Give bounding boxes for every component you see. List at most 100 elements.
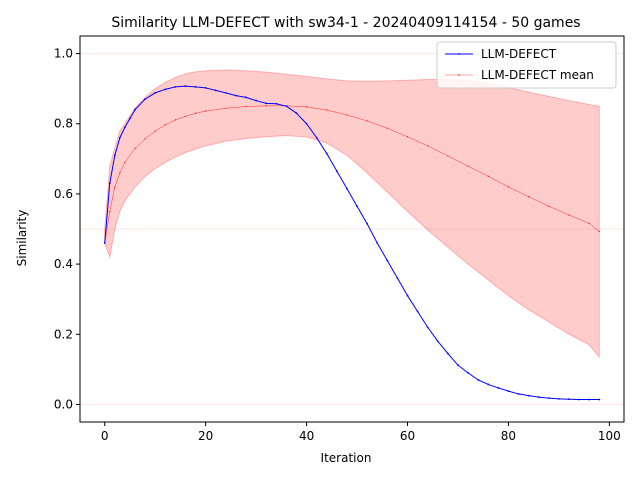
data-point-llm-defect bbox=[113, 154, 116, 157]
data-point-llm-defect bbox=[436, 340, 439, 343]
data-point-llm-defect bbox=[487, 383, 490, 386]
legend-label-llm-defect-mean: LLM-DEFECT mean bbox=[481, 68, 594, 82]
legend-marker-llm-defect-mean bbox=[458, 74, 460, 76]
data-point-llm-defect-mean bbox=[598, 230, 600, 233]
x-tick-label: 100 bbox=[598, 429, 621, 443]
data-point-llm-defect bbox=[108, 182, 111, 185]
data-point-llm-defect bbox=[578, 398, 580, 401]
y-tick-label: 1.0 bbox=[54, 47, 73, 61]
data-point-llm-defect-mean bbox=[528, 196, 530, 198]
data-point-llm-defect bbox=[154, 91, 157, 94]
data-point-llm-defect bbox=[245, 96, 247, 99]
data-point-llm-defect bbox=[224, 91, 227, 94]
data-point-llm-defect bbox=[315, 136, 318, 139]
data-point-llm-defect bbox=[558, 397, 560, 400]
data-point-llm-defect bbox=[346, 187, 348, 190]
data-point-llm-defect-mean bbox=[154, 130, 156, 132]
data-point-llm-defect bbox=[426, 326, 429, 329]
data-point-llm-defect bbox=[356, 205, 358, 208]
data-point-llm-defect-mean bbox=[406, 136, 409, 138]
data-point-llm-defect-mean bbox=[326, 109, 328, 111]
std-band bbox=[104, 69, 600, 359]
data-point-llm-defect-mean bbox=[134, 147, 136, 149]
data-point-llm-defect bbox=[214, 89, 217, 92]
data-point-llm-defect bbox=[517, 393, 520, 395]
data-point-llm-defect-mean bbox=[184, 115, 187, 117]
data-point-llm-defect bbox=[103, 242, 106, 244]
data-point-llm-defect-mean bbox=[205, 110, 207, 112]
data-point-llm-defect bbox=[265, 102, 268, 105]
data-point-llm-defect bbox=[416, 310, 419, 313]
chart-title: Similarity LLM-DEFECT with sw34-1 - 2024… bbox=[111, 15, 580, 31]
x-tick-label: 20 bbox=[198, 429, 213, 443]
y-tick-label: 0.6 bbox=[54, 187, 73, 201]
data-point-llm-defect-mean bbox=[174, 119, 176, 121]
y-tick-label: 0.2 bbox=[54, 327, 73, 341]
data-point-llm-defect-mean bbox=[588, 222, 590, 224]
data-point-llm-defect-mean bbox=[194, 112, 197, 114]
data-point-llm-defect-mean bbox=[568, 214, 570, 216]
data-point-llm-defect-mean bbox=[265, 105, 267, 107]
data-point-llm-defect bbox=[527, 394, 530, 397]
data-point-llm-defect bbox=[129, 117, 131, 120]
axes-frame bbox=[79, 35, 625, 423]
data-point-llm-defect bbox=[235, 94, 237, 97]
data-point-llm-defect bbox=[124, 126, 126, 129]
data-point-llm-defect bbox=[386, 259, 389, 262]
data-point-llm-defect-mean bbox=[225, 107, 227, 109]
data-point-llm-defect-mean bbox=[386, 127, 388, 129]
data-point-llm-defect-mean bbox=[109, 210, 111, 213]
data-point-llm-defect bbox=[547, 397, 550, 400]
x-tick-label: 80 bbox=[501, 429, 516, 443]
y-tick-label: 0.0 bbox=[54, 397, 73, 411]
x-axis-ticks: 0 20 40 60 80 100 bbox=[101, 422, 621, 443]
data-point-llm-defect-mean bbox=[467, 165, 469, 167]
data-point-llm-defect bbox=[366, 222, 369, 225]
data-point-llm-defect bbox=[134, 108, 136, 111]
data-point-llm-defect bbox=[406, 294, 409, 297]
data-point-llm-defect-mean bbox=[305, 106, 308, 108]
data-point-llm-defect bbox=[295, 112, 298, 115]
y-tick-label: 0.8 bbox=[54, 117, 73, 131]
data-point-llm-defect bbox=[467, 371, 469, 374]
data-point-llm-defect bbox=[598, 398, 601, 401]
y-axis-ticks: 0.0 0.2 0.4 0.6 0.8 1.0 bbox=[54, 47, 80, 411]
data-point-llm-defect bbox=[477, 378, 480, 381]
legend: LLM-DEFECT LLM-DEFECT mean bbox=[436, 41, 617, 89]
data-point-llm-defect-mean bbox=[164, 124, 166, 126]
legend-box bbox=[436, 41, 617, 89]
data-point-llm-defect-mean bbox=[507, 186, 510, 188]
data-point-llm-defect bbox=[325, 152, 328, 155]
data-point-llm-defect-mean bbox=[124, 161, 126, 163]
y-tick-label: 0.4 bbox=[54, 257, 73, 271]
data-point-llm-defect bbox=[335, 170, 338, 173]
data-point-llm-defect-mean bbox=[427, 145, 429, 147]
data-point-llm-defect bbox=[507, 390, 510, 393]
data-point-llm-defect bbox=[376, 242, 379, 244]
data-point-llm-defect bbox=[118, 136, 121, 139]
std-band-layer bbox=[104, 69, 600, 359]
y-axis-title: Similarity bbox=[15, 210, 29, 267]
data-point-llm-defect bbox=[305, 122, 308, 125]
data-point-llm-defect bbox=[285, 105, 288, 108]
series-layer bbox=[103, 85, 601, 401]
data-point-llm-defect-mean bbox=[144, 138, 146, 140]
x-tick-label: 40 bbox=[299, 429, 314, 443]
data-point-llm-defect bbox=[184, 85, 187, 88]
data-point-llm-defect-mean bbox=[366, 120, 368, 122]
data-point-llm-defect bbox=[457, 364, 459, 367]
data-point-llm-defect bbox=[194, 85, 197, 88]
data-point-llm-defect bbox=[568, 398, 570, 401]
legend-label-llm-defect: LLM-DEFECT bbox=[481, 47, 557, 61]
data-point-llm-defect bbox=[204, 87, 207, 89]
data-point-llm-defect-mean bbox=[487, 175, 489, 177]
data-point-llm-defect bbox=[164, 88, 167, 91]
legend-marker-llm-defect bbox=[458, 53, 460, 55]
data-point-llm-defect-mean bbox=[548, 205, 550, 207]
data-point-llm-defect-mean bbox=[245, 105, 247, 108]
data-point-llm-defect bbox=[255, 99, 258, 102]
data-point-llm-defect bbox=[588, 398, 591, 401]
x-tick-label: 0 bbox=[101, 429, 109, 443]
data-point-llm-defect-mean bbox=[346, 114, 348, 116]
